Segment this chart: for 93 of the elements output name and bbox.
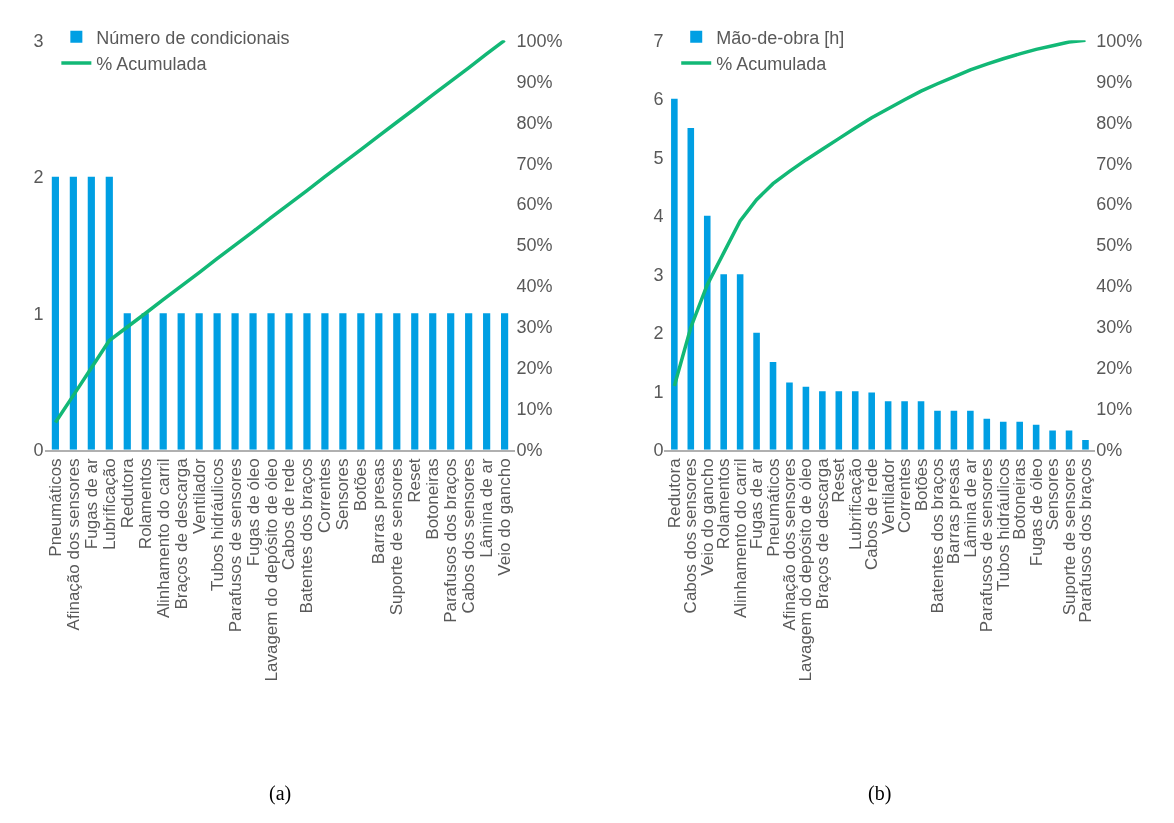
y2-tick-label: 80%: [1096, 112, 1133, 133]
y2-tick-label: 90%: [516, 71, 553, 92]
y2-tick-label: 100%: [516, 30, 563, 51]
bar: [720, 274, 727, 450]
bar: [835, 391, 843, 450]
y2-tick-label: 50%: [1096, 235, 1133, 256]
bar: [736, 274, 744, 450]
bar: [1082, 439, 1089, 450]
y2-tick-label: 40%: [1096, 276, 1133, 297]
bar: [999, 421, 1007, 450]
legend-label: Mão-de-obra [h]: [716, 27, 845, 48]
y-tick-label: 0: [33, 440, 44, 461]
bar: [819, 391, 826, 450]
y2-tick-label: 70%: [516, 153, 553, 174]
y2-tick-label: 80%: [516, 112, 553, 133]
bar: [917, 401, 925, 450]
y2-tick-label: 50%: [516, 235, 553, 256]
x-tick-label: Fugas de ar: [747, 458, 767, 550]
y-tick-label: 1: [653, 381, 664, 402]
text: (a): [269, 782, 292, 805]
y-tick-label: 0: [653, 440, 664, 461]
y-tick-label: 3: [33, 30, 44, 51]
y2-tick-label: 70%: [1096, 153, 1133, 174]
x-tick-label: Ventilador: [189, 458, 209, 535]
x-tick-label: Fugas de óleo: [243, 458, 263, 567]
bar: [1049, 430, 1056, 450]
x-tick-label: Barras presas: [369, 458, 389, 565]
x-tick-label: Fugas de ar: [81, 458, 101, 550]
x-tick-label: Reset: [405, 458, 425, 503]
x-tick-label: Lâmina de ar: [960, 458, 980, 558]
x-tick-label: Veio do gancho: [495, 458, 515, 576]
bar: [901, 401, 908, 450]
y2-tick-label: 10%: [516, 399, 553, 420]
x-tick-label: Tubos hidráulicos: [207, 458, 227, 592]
x-tick-label: Cabos dos sensores: [459, 458, 479, 614]
y2-tick-label: 60%: [1096, 194, 1133, 215]
x-tick-label: Alinhamento do carril: [153, 458, 173, 619]
y2-tick-label: 0%: [516, 440, 543, 461]
y2-tick-label: 20%: [1096, 358, 1133, 379]
x-tick-label: Lubrificação: [99, 458, 119, 551]
bar: [1016, 421, 1023, 450]
y2-tick-label: 40%: [516, 276, 553, 297]
y-tick-label: 2: [653, 323, 664, 344]
y-tick-label: 3: [653, 264, 664, 285]
x-tick-label: Correntes: [315, 458, 335, 534]
x-tick-label: Suporte de sensores: [387, 458, 407, 616]
x-tick-label: Batentes dos braços: [928, 458, 947, 614]
bar: [884, 401, 892, 450]
x-tick-label: Lubrificação: [845, 458, 865, 551]
y-tick-label: 2: [33, 167, 44, 188]
x-tick-label: Redutora: [117, 457, 137, 529]
bar: [967, 410, 974, 450]
y-tick-label: 5: [653, 147, 664, 168]
y2-tick-label: 0%: [1096, 440, 1123, 461]
x-tick-label: Rolamentos: [135, 458, 155, 550]
y-tick-label: 6: [653, 89, 664, 110]
x-tick-label: Sensores: [333, 458, 353, 531]
bar: [769, 362, 777, 450]
bar: [753, 332, 760, 450]
legend-label: % Acumulada: [96, 54, 208, 75]
y2-tick-label: 90%: [1096, 71, 1133, 92]
y-tick-label: 1: [33, 303, 44, 324]
y2-tick-label: 30%: [516, 317, 553, 338]
x-tick-label: Batentes dos braços: [297, 458, 317, 614]
bar: [786, 382, 793, 450]
y-tick-label: 4: [653, 206, 664, 227]
x-tick-label: Pneumáticos: [45, 458, 65, 557]
x-tick-label: Ventilador: [878, 458, 898, 535]
x-tick-label: Lavagem do depósito de óleo: [261, 458, 281, 682]
x-tick-label: Parafusos dos braços: [441, 458, 461, 623]
x-tick-label: Braços de descarga: [171, 457, 191, 610]
x-tick-label: Redutora: [664, 457, 684, 529]
bar: [851, 391, 859, 450]
bar: [934, 410, 941, 450]
bar: [868, 392, 875, 450]
y2-tick-label: 100%: [1096, 30, 1143, 51]
text: (b): [868, 782, 892, 805]
x-tick-label: Afinação dos sensores: [779, 458, 799, 631]
y2-tick-label: 20%: [516, 358, 553, 379]
bar: [703, 215, 711, 450]
x-tick-label: Botões: [351, 458, 371, 512]
x-tick-label: Cabos de rede: [279, 458, 299, 570]
x-tick-label: Afinação dos sensores: [63, 458, 83, 631]
legend-label: Número de condicionais: [96, 27, 290, 48]
bar: [671, 98, 678, 450]
x-tick-label: Parafusos de sensores: [225, 458, 245, 633]
y-tick-label: 7: [653, 30, 664, 51]
x-tick-label: Lâmina de ar: [477, 458, 497, 558]
x-tick-label: Botoneiras: [423, 458, 443, 540]
y2-tick-label: 30%: [1096, 317, 1133, 338]
legend-label: % Acumulada: [716, 54, 828, 75]
y2-tick-label: 60%: [516, 194, 553, 215]
y2-tick-label: 10%: [1096, 399, 1133, 420]
